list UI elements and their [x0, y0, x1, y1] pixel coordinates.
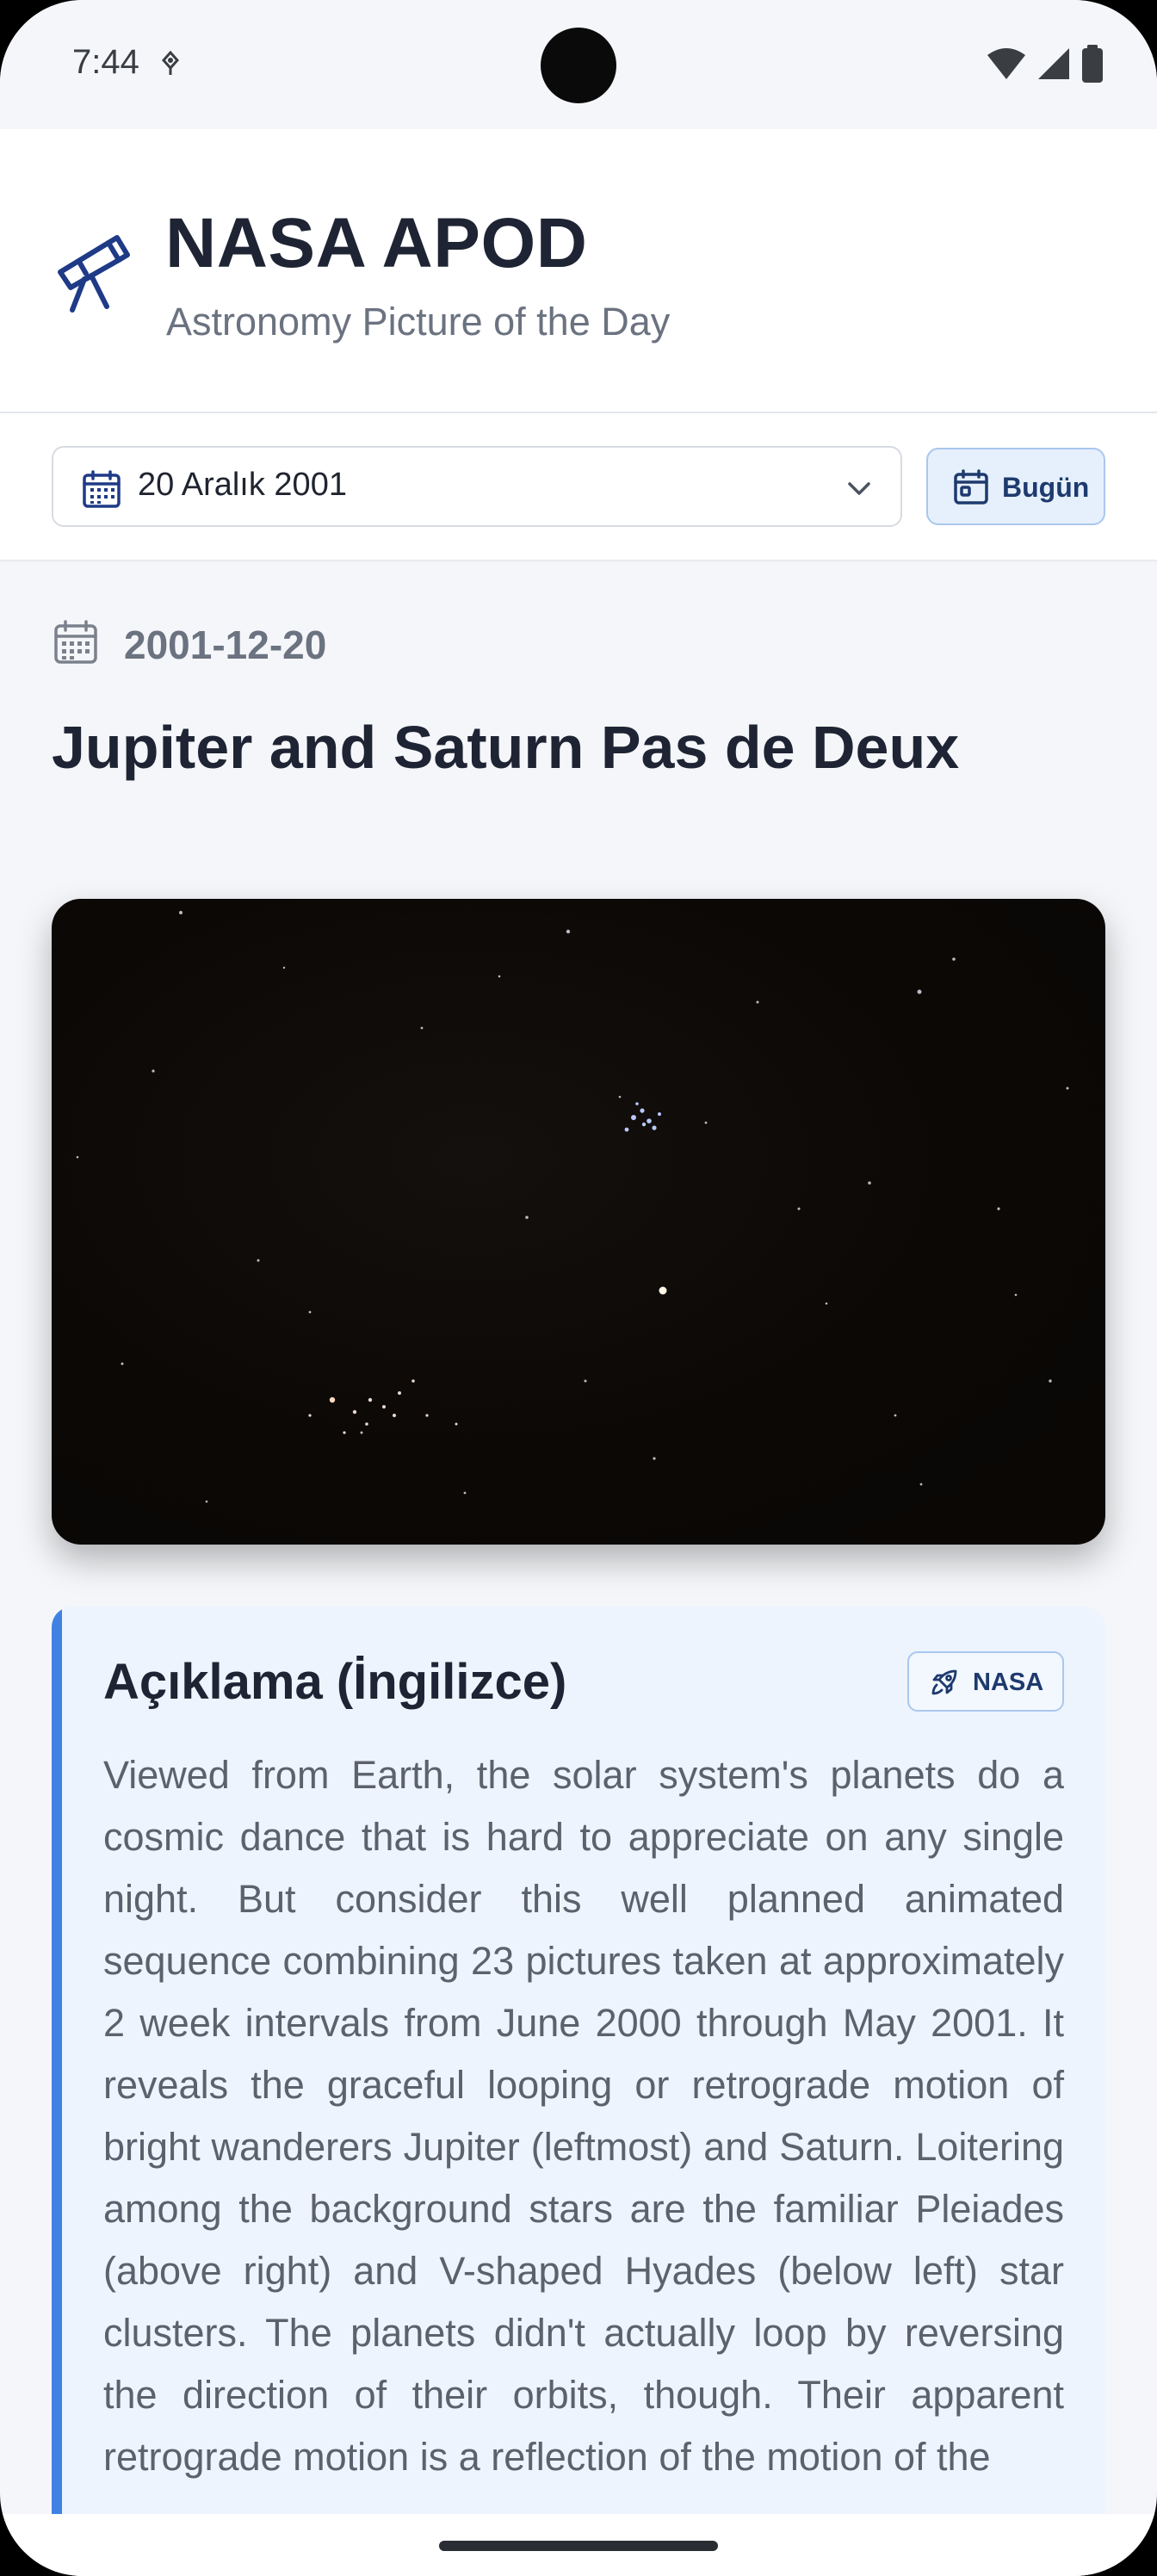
nasa-badge-label: NASA [973, 1669, 1044, 1696]
status-time: 7:44 [72, 43, 139, 81]
app-header: NASA APOD Astronomy Picture of the Day [0, 129, 1157, 413]
signal-icon [1038, 48, 1069, 79]
calendar-icon [83, 470, 121, 508]
today-button[interactable]: Bugün [926, 448, 1105, 525]
chevron-down-icon [848, 482, 870, 495]
apod-image[interactable] [52, 899, 1105, 1545]
post-title: Jupiter and Saturn Pas de Deux [52, 714, 960, 781]
starfield-image [76, 911, 1069, 1503]
wifi-icon [987, 48, 1025, 79]
gesture-handle[interactable] [439, 2541, 718, 2551]
description-text: Viewed from Earth, the solar system's pl… [103, 1753, 1064, 2479]
app-subtitle: Astronomy Picture of the Day [166, 300, 671, 344]
app-title: NASA APOD [165, 204, 588, 282]
battery-icon [1082, 45, 1103, 83]
date-picker-dropdown[interactable]: 20 Aralık 2001 [52, 446, 902, 527]
accent-bar [52, 1607, 62, 2576]
telescope-icon [58, 235, 130, 313]
selected-date: 20 Aralık 2001 [138, 467, 347, 503]
post-date-text: 2001-12-20 [124, 622, 327, 667]
description-card: Açıklama (İngilizce) NASA Viewed from Ea… [52, 1607, 1105, 2576]
front-camera [541, 28, 616, 103]
rocket-icon [931, 1669, 957, 1695]
status-bar: 7:44 [0, 0, 1157, 129]
vibrate-icon [161, 50, 180, 75]
date-toolbar: 20 Aralık 2001 Bugün [0, 413, 1157, 561]
description-heading: Açıklama (İngilizce) [103, 1654, 567, 1710]
today-button-label: Bugün [1002, 472, 1090, 503]
calendar-icon [54, 620, 97, 664]
calendar-today-icon [954, 469, 988, 505]
nasa-badge: NASA [907, 1651, 1064, 1712]
